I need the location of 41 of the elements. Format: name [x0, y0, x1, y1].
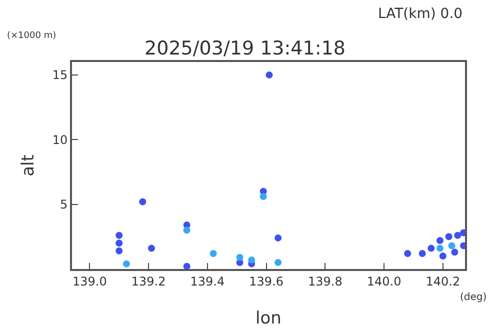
point — [183, 262, 190, 269]
text: (deg) — [460, 292, 487, 303]
point — [148, 244, 155, 252]
point — [451, 248, 458, 256]
x-tick-label: 139.2 — [131, 274, 166, 288]
chart-title: 2025/03/19 13:41:18 — [144, 38, 346, 60]
y-axis-title: alt — [18, 154, 38, 176]
point — [116, 232, 123, 239]
text: LAT(km) 0.0 — [378, 6, 463, 22]
point — [274, 234, 282, 242]
point — [183, 226, 190, 234]
point — [139, 198, 146, 206]
point — [448, 242, 456, 250]
point — [428, 244, 435, 252]
point — [454, 232, 462, 239]
x-tick-label: 139.6 — [249, 274, 284, 288]
x-tick-label: 140.2 — [426, 274, 460, 288]
x-tick-label: 140.0 — [366, 274, 402, 288]
point — [266, 71, 273, 78]
x-tick-label: 139.0 — [72, 274, 107, 288]
point — [436, 237, 444, 244]
point — [418, 250, 426, 257]
point — [116, 240, 123, 247]
point — [445, 233, 452, 240]
x-tick-label: 139.4 — [190, 274, 225, 288]
y-tick-label: 10 — [52, 132, 68, 147]
y-tick-label: 15 — [52, 68, 68, 82]
point — [248, 256, 256, 264]
x-tick-label: 139.8 — [308, 274, 342, 288]
y-tick-label: 5 — [60, 198, 68, 212]
point — [274, 259, 282, 266]
point — [116, 247, 123, 254]
point — [236, 254, 244, 261]
text: (×1000 m) — [7, 31, 56, 41]
x-axis-title: lon — [256, 308, 282, 328]
point — [404, 250, 412, 257]
point — [436, 244, 444, 252]
point — [122, 260, 130, 268]
point — [439, 252, 446, 260]
point — [260, 193, 267, 200]
point — [210, 250, 217, 257]
